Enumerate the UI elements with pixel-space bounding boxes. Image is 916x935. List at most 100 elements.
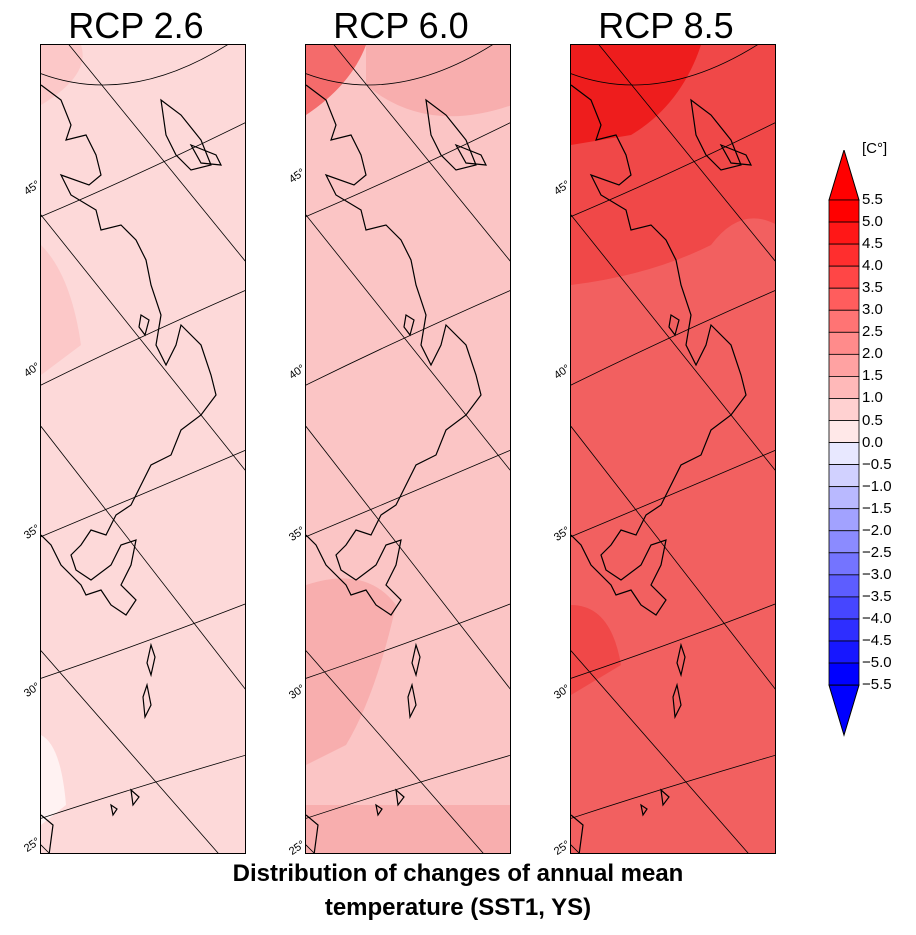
coastline-segment <box>160 98 212 171</box>
graticule-line <box>571 603 775 679</box>
graticule-line <box>41 290 245 386</box>
colorbar-box <box>828 530 860 554</box>
map-panel-rcp85 <box>570 44 776 854</box>
colorbar-tick-label: 5.0 <box>862 213 883 231</box>
coastline-segment <box>571 814 584 853</box>
graticule-line <box>41 214 245 471</box>
colorbar-box <box>828 243 860 267</box>
coastline-segment <box>41 84 217 616</box>
coastline-segment <box>411 642 421 678</box>
coastline-segment <box>672 682 682 720</box>
colorbar-tick-label: −2.5 <box>862 543 892 561</box>
colorbar-tick-label: 4.5 <box>862 235 883 253</box>
caption-line-1: Distribution of changes of annual mean <box>232 860 684 887</box>
panel-title-rcp85: RCP 8.5 <box>598 5 734 46</box>
colorbar-under-triangle <box>828 684 860 737</box>
colorbar-over-triangle <box>828 150 860 201</box>
graticule-line <box>333 45 510 262</box>
graticule-line <box>571 425 775 690</box>
anomaly-region-dark <box>306 45 366 115</box>
coastline-segment <box>130 788 140 807</box>
coastline-segment <box>138 314 150 337</box>
graticule-line <box>571 290 775 386</box>
colorbar-tick-label: 0.0 <box>862 433 883 451</box>
anomaly-region <box>306 578 396 765</box>
colorbar-tick-label: 0.5 <box>862 411 883 429</box>
colorbar-box <box>828 398 860 421</box>
graticule-line <box>68 45 245 262</box>
coastline-segment <box>146 642 156 678</box>
anomaly-region-light <box>41 735 66 825</box>
colorbar-tick-label: −2.0 <box>862 521 892 539</box>
caption-line-2: temperature (SST1, YS) <box>324 894 592 921</box>
map-panel-rcp26 <box>40 44 246 854</box>
graticule-line <box>306 290 510 386</box>
coastline-segment <box>403 314 415 337</box>
graticule-line <box>41 45 228 86</box>
map-rcp85-svg <box>571 45 775 853</box>
colorbar-tick-label: 1.0 <box>862 389 883 407</box>
coastline-segment <box>690 98 742 171</box>
colorbar-box <box>828 596 860 620</box>
colorbar-box <box>828 464 860 488</box>
colorbar-tick-label: −5.0 <box>862 654 892 672</box>
colorbar-tick-label: 3.5 <box>862 279 883 297</box>
graticule-line <box>571 122 775 218</box>
graticule-line <box>306 754 510 819</box>
graticule <box>571 45 775 853</box>
colorbar-box <box>828 309 860 333</box>
anomaly-region-dark <box>571 45 701 145</box>
coastline <box>306 84 488 853</box>
colorbar-tick-label: 2.5 <box>862 323 883 341</box>
colorbar <box>828 150 860 737</box>
coastline-segment <box>189 143 223 166</box>
colorbar-box <box>828 574 860 598</box>
colorbar-tick-label: 3.0 <box>862 301 883 319</box>
coastline-segment <box>375 803 383 817</box>
graticule-line <box>41 754 245 819</box>
graticule-line <box>41 425 245 690</box>
colorbar-box <box>828 508 860 532</box>
colorbar-box <box>828 662 860 686</box>
coastline-segment <box>41 814 54 853</box>
anomaly-region <box>306 805 510 853</box>
colorbar-tick-label: 2.0 <box>862 345 883 363</box>
graticule-line <box>306 45 493 86</box>
colorbar-tick-label: −4.0 <box>862 609 892 627</box>
graticule-line <box>306 425 510 690</box>
graticule-line <box>571 754 775 819</box>
coastline-segment <box>571 84 747 616</box>
colorbar-tick-label: −5.5 <box>862 676 892 694</box>
colorbar-tick-label: −3.0 <box>862 565 892 583</box>
coastline <box>41 84 223 853</box>
colorbar-box <box>828 221 860 245</box>
colorbar-box <box>828 199 860 223</box>
graticule <box>306 45 510 853</box>
coastline-segment <box>110 803 118 817</box>
sea-surface-field <box>41 45 245 853</box>
coastline-segment <box>676 642 686 678</box>
graticule-line <box>41 650 219 853</box>
colorbar-box <box>828 442 860 465</box>
graticule-line <box>41 122 245 218</box>
graticule-line <box>306 449 510 538</box>
colorbar-tick-label: 5.5 <box>862 191 883 208</box>
graticule-line <box>306 214 510 471</box>
coastline-segment <box>142 682 152 720</box>
panel-title-rcp26: RCP 2.6 <box>68 5 204 46</box>
anomaly-region <box>366 45 510 117</box>
colorbar-box <box>828 287 860 311</box>
graticule-line <box>41 603 245 679</box>
coastline-segment <box>660 788 670 807</box>
coastline-segment <box>454 143 488 166</box>
colorbar-tick-label: −1.5 <box>862 499 892 517</box>
colorbar-box <box>828 552 860 576</box>
coastline-segment <box>306 814 319 853</box>
graticule-line <box>41 449 245 538</box>
anomaly-region <box>571 605 621 695</box>
coastline-segment <box>425 98 477 171</box>
map-panel-rcp60 <box>305 44 511 854</box>
graticule-line <box>571 45 758 86</box>
colorbar-unit: [C°] <box>862 140 888 157</box>
graticule-line <box>571 214 775 471</box>
